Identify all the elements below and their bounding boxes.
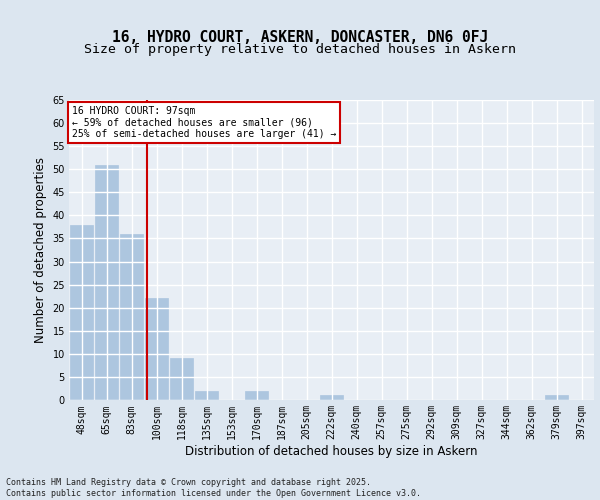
Bar bbox=[245, 391, 268, 400]
Bar bbox=[145, 298, 168, 400]
Bar bbox=[170, 358, 193, 400]
Text: Size of property relative to detached houses in Askern: Size of property relative to detached ho… bbox=[84, 44, 516, 57]
Bar bbox=[95, 164, 118, 400]
Text: Contains HM Land Registry data © Crown copyright and database right 2025.
Contai: Contains HM Land Registry data © Crown c… bbox=[6, 478, 421, 498]
Y-axis label: Number of detached properties: Number of detached properties bbox=[34, 157, 47, 343]
Bar bbox=[70, 224, 93, 400]
Text: 16, HYDRO COURT, ASKERN, DONCASTER, DN6 0FJ: 16, HYDRO COURT, ASKERN, DONCASTER, DN6 … bbox=[112, 30, 488, 45]
Bar bbox=[120, 234, 143, 400]
X-axis label: Distribution of detached houses by size in Askern: Distribution of detached houses by size … bbox=[185, 445, 478, 458]
Text: 16 HYDRO COURT: 97sqm
← 59% of detached houses are smaller (96)
25% of semi-deta: 16 HYDRO COURT: 97sqm ← 59% of detached … bbox=[71, 106, 336, 139]
Bar bbox=[320, 396, 343, 400]
Bar bbox=[545, 396, 568, 400]
Bar bbox=[195, 391, 218, 400]
